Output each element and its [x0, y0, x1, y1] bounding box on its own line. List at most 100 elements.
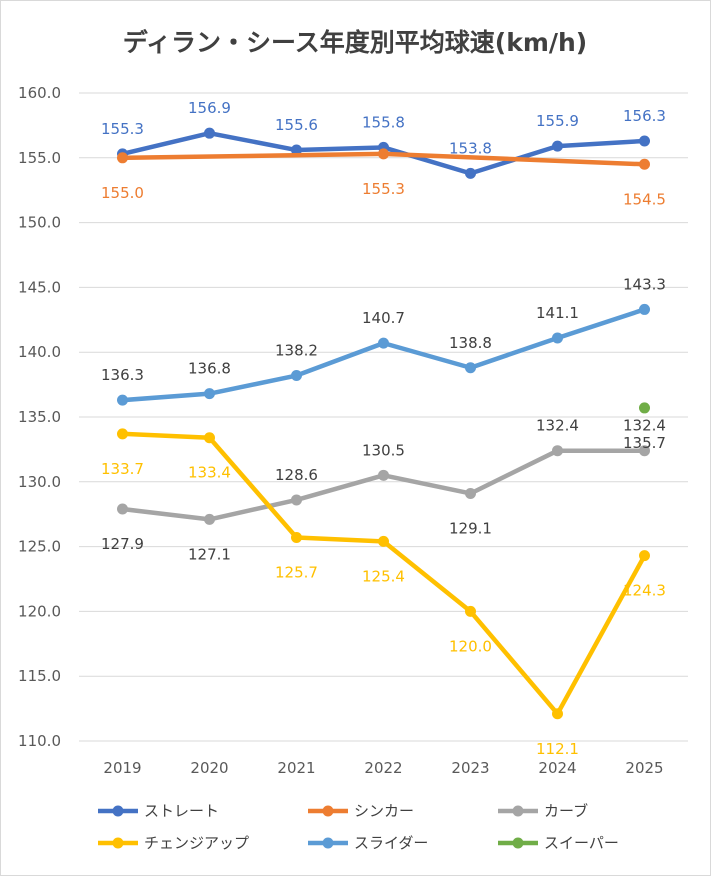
legend-swatch-marker — [112, 837, 124, 849]
data-point[interactable] — [378, 535, 389, 547]
data-label: 143.3 — [623, 275, 666, 293]
data-point[interactable] — [552, 708, 563, 720]
data-label: 140.7 — [362, 309, 405, 327]
legend-swatch-marker — [512, 805, 524, 817]
data-label: 154.5 — [623, 190, 666, 208]
data-label: 133.7 — [101, 460, 144, 478]
y-tick-label: 115.0 — [18, 667, 61, 685]
data-point[interactable] — [639, 303, 650, 315]
data-label: 156.9 — [188, 99, 231, 117]
data-label: 141.1 — [536, 304, 579, 322]
data-point[interactable] — [117, 428, 128, 440]
x-tick-label: 2024 — [538, 759, 576, 777]
gridlines — [79, 92, 688, 742]
x-axis: 2019 2020 2021 2022 2023 2024 2025 — [103, 759, 663, 777]
legend-item[interactable]: スイーパー — [498, 834, 619, 852]
data-point[interactable] — [465, 487, 476, 499]
data-point[interactable] — [552, 445, 563, 457]
data-labels: 155.3 156.9 155.6 155.8 153.8 155.9 156.3 155.0… — [101, 99, 666, 758]
data-label: 130.5 — [362, 441, 405, 459]
data-point[interactable] — [378, 469, 389, 481]
data-point[interactable] — [291, 532, 302, 544]
data-point[interactable] — [639, 445, 650, 457]
legend-item[interactable]: シンカー — [308, 802, 414, 820]
legend-label: ストレート — [144, 802, 219, 820]
y-tick-label: 120.0 — [18, 602, 61, 620]
data-label: 112.1 — [536, 740, 579, 758]
data-point[interactable] — [378, 148, 389, 160]
legend-swatch-marker — [512, 837, 524, 849]
data-point[interactable] — [204, 432, 215, 444]
data-point[interactable] — [465, 605, 476, 617]
data-label: 135.7 — [623, 434, 666, 452]
y-tick-label: 125.0 — [18, 538, 61, 556]
data-point[interactable] — [117, 394, 128, 406]
data-point[interactable] — [552, 140, 563, 152]
data-label: 155.3 — [101, 120, 144, 138]
data-point[interactable] — [465, 167, 476, 179]
legend-label: カーブ — [544, 802, 588, 820]
data-label: 155.0 — [101, 184, 144, 202]
legend-label: シンカー — [354, 802, 414, 820]
y-tick-label: 155.0 — [18, 149, 61, 167]
legend-swatch-marker — [322, 837, 334, 849]
legend-item[interactable]: カーブ — [498, 802, 588, 820]
data-label: 155.8 — [362, 113, 405, 131]
data-label: 120.0 — [449, 637, 492, 655]
x-tick-label: 2025 — [625, 759, 663, 777]
data-point[interactable] — [204, 127, 215, 139]
x-tick-label: 2022 — [364, 759, 402, 777]
legend-label: チェンジアップ — [144, 834, 249, 852]
data-point[interactable] — [117, 152, 128, 164]
data-label: 153.8 — [449, 139, 492, 157]
data-point[interactable] — [378, 337, 389, 349]
series-line — [120, 448, 647, 522]
legend-label: スイーパー — [544, 834, 619, 852]
data-label: 156.3 — [623, 107, 666, 125]
y-tick-label: 110.0 — [18, 732, 61, 750]
data-point[interactable] — [639, 550, 650, 562]
data-label: 138.2 — [275, 342, 318, 360]
data-label: 136.3 — [101, 366, 144, 384]
x-tick-label: 2021 — [277, 759, 315, 777]
legend-item[interactable]: チェンジアップ — [98, 834, 249, 852]
data-point[interactable] — [117, 503, 128, 515]
data-point[interactable] — [291, 494, 302, 506]
data-point[interactable] — [552, 332, 563, 344]
data-label: 136.8 — [188, 360, 231, 378]
chart-title: ディラン・シース年度別平均球速(km/h) — [123, 28, 587, 57]
data-label: 155.9 — [536, 112, 579, 130]
data-label: 127.9 — [101, 535, 144, 553]
data-point[interactable] — [204, 388, 215, 400]
legend-item[interactable]: ストレート — [98, 802, 219, 820]
data-point[interactable] — [291, 144, 302, 156]
y-tick-label: 130.0 — [18, 473, 61, 491]
data-label: 155.3 — [362, 180, 405, 198]
data-point[interactable] — [465, 362, 476, 374]
data-label: 133.4 — [188, 464, 231, 482]
legend-item[interactable]: スライダー — [308, 834, 428, 852]
y-tick-label: 150.0 — [18, 214, 61, 232]
y-axis: 110.0 115.0 120.0 125.0 130.0 135.0 140.0 145.0… — [18, 84, 61, 750]
data-label: 125.4 — [362, 567, 405, 585]
data-label: 129.1 — [449, 519, 492, 537]
x-tick-label: 2019 — [103, 759, 141, 777]
data-point[interactable] — [639, 402, 650, 414]
y-tick-label: 140.0 — [18, 343, 61, 361]
data-point[interactable] — [639, 135, 650, 147]
series-layer — [117, 127, 650, 720]
y-tick-label: 160.0 — [18, 84, 61, 102]
legend-swatch-marker — [322, 805, 334, 817]
x-tick-label: 2023 — [451, 759, 489, 777]
data-label: 155.6 — [275, 116, 318, 134]
data-point[interactable] — [204, 513, 215, 525]
x-tick-label: 2020 — [190, 759, 228, 777]
data-point[interactable] — [639, 158, 650, 170]
data-label: 132.4 — [623, 417, 666, 435]
data-label: 132.4 — [536, 417, 579, 435]
data-point[interactable] — [291, 370, 302, 382]
legend-label: スライダー — [354, 834, 428, 852]
